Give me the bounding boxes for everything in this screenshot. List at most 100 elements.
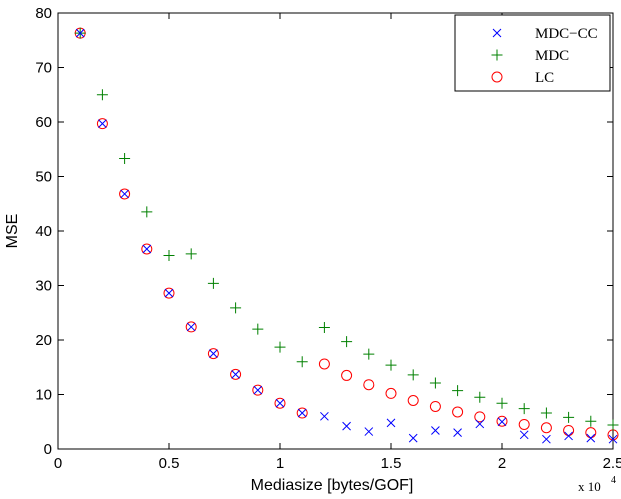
x-tick-label: 2 — [498, 455, 506, 472]
data-point — [98, 119, 107, 128]
data-point — [142, 244, 152, 254]
data-point — [518, 403, 530, 415]
series-o-group — [74, 27, 619, 441]
data-point — [363, 379, 375, 391]
data-point — [540, 422, 552, 434]
data-point — [429, 400, 441, 412]
data-point — [253, 385, 263, 395]
y-tick-label: 30 — [35, 278, 52, 295]
data-point — [452, 385, 464, 397]
data-point — [252, 384, 264, 396]
x-tick-label: 0.5 — [159, 455, 180, 472]
data-point — [385, 359, 397, 371]
data-point — [185, 321, 197, 333]
data-point — [96, 118, 108, 130]
x-tick-label: 0 — [54, 455, 62, 472]
data-point — [75, 28, 85, 38]
data-point — [385, 387, 397, 399]
y-tick-label: 70 — [35, 60, 52, 77]
data-point — [96, 89, 108, 101]
legend-label-lc: LC — [535, 70, 554, 86]
data-point — [474, 391, 486, 403]
data-point — [519, 430, 529, 440]
data-point — [496, 397, 508, 409]
data-point — [185, 248, 197, 260]
legend-label-mdc-cc: MDC−CC — [535, 26, 598, 42]
data-point — [207, 277, 219, 289]
data-point — [252, 323, 264, 335]
series-x-group — [75, 28, 618, 444]
y-tick-label: 20 — [35, 332, 52, 349]
legend-box — [454, 14, 611, 92]
data-point — [119, 188, 131, 200]
data-point — [452, 406, 464, 418]
data-point — [542, 434, 551, 444]
x-tick-label: 1 — [276, 455, 284, 472]
x-exponent-power: 4 — [611, 475, 616, 486]
y-tick-label: 10 — [35, 387, 52, 404]
data-point — [564, 431, 573, 441]
data-point — [320, 411, 329, 421]
data-point — [164, 288, 174, 298]
data-point — [141, 206, 153, 218]
data-point — [274, 341, 286, 353]
y-axis-title: MSE — [4, 214, 21, 249]
x-tick-label: 2.5 — [603, 455, 621, 472]
data-point — [296, 356, 308, 368]
x-axis-title: Mediasize [bytes/GOF] — [251, 477, 414, 494]
data-point — [607, 419, 619, 431]
data-point — [120, 189, 129, 199]
data-point — [341, 336, 353, 348]
data-point — [341, 369, 353, 381]
data-point — [608, 434, 618, 444]
data-point — [585, 415, 597, 427]
y-tick-label: 50 — [35, 169, 52, 186]
data-point — [230, 302, 242, 314]
data-point — [453, 428, 462, 438]
legend-marker — [491, 71, 503, 83]
legend-marker — [491, 49, 503, 61]
data-point — [563, 411, 575, 423]
legend-markers — [491, 28, 503, 83]
x-tick-label: 1.5 — [381, 455, 402, 472]
data-point — [364, 427, 374, 436]
data-point — [141, 243, 153, 255]
data-point — [586, 433, 596, 443]
data-point — [540, 407, 552, 419]
data-point — [474, 411, 486, 423]
data-point — [163, 250, 175, 262]
data-point — [297, 408, 307, 418]
data-point — [296, 407, 308, 419]
legend-marker — [492, 28, 502, 38]
data-point — [407, 369, 419, 381]
data-marks — [74, 27, 619, 444]
x-exponent-label: x 10 — [578, 479, 601, 494]
data-point — [386, 418, 396, 428]
data-point — [496, 415, 508, 427]
data-point — [163, 287, 175, 299]
data-point — [275, 398, 285, 408]
data-point — [431, 426, 440, 435]
data-point — [429, 377, 441, 389]
data-point — [186, 322, 196, 332]
data-point — [318, 358, 330, 370]
data-point — [408, 433, 418, 443]
data-point — [407, 394, 419, 406]
series-+-group — [74, 27, 619, 431]
axis-tick-labels: 0 0.5 1 1.5 2 2.5 0 10 20 30 40 50 60 70 80 — [35, 5, 621, 472]
data-point — [518, 418, 530, 430]
y-tick-label: 0 — [44, 441, 52, 458]
data-point — [231, 369, 240, 379]
data-point — [207, 348, 219, 360]
legend-label-mdc: MDC — [535, 48, 569, 64]
legend: MDC−CC MDC LC — [454, 14, 611, 92]
data-point — [475, 419, 485, 429]
data-point — [318, 321, 330, 333]
data-point — [230, 368, 242, 380]
y-tick-label: 60 — [35, 114, 52, 131]
data-point — [209, 349, 218, 358]
data-point — [363, 348, 375, 360]
data-point — [342, 421, 351, 431]
data-point — [119, 153, 131, 165]
